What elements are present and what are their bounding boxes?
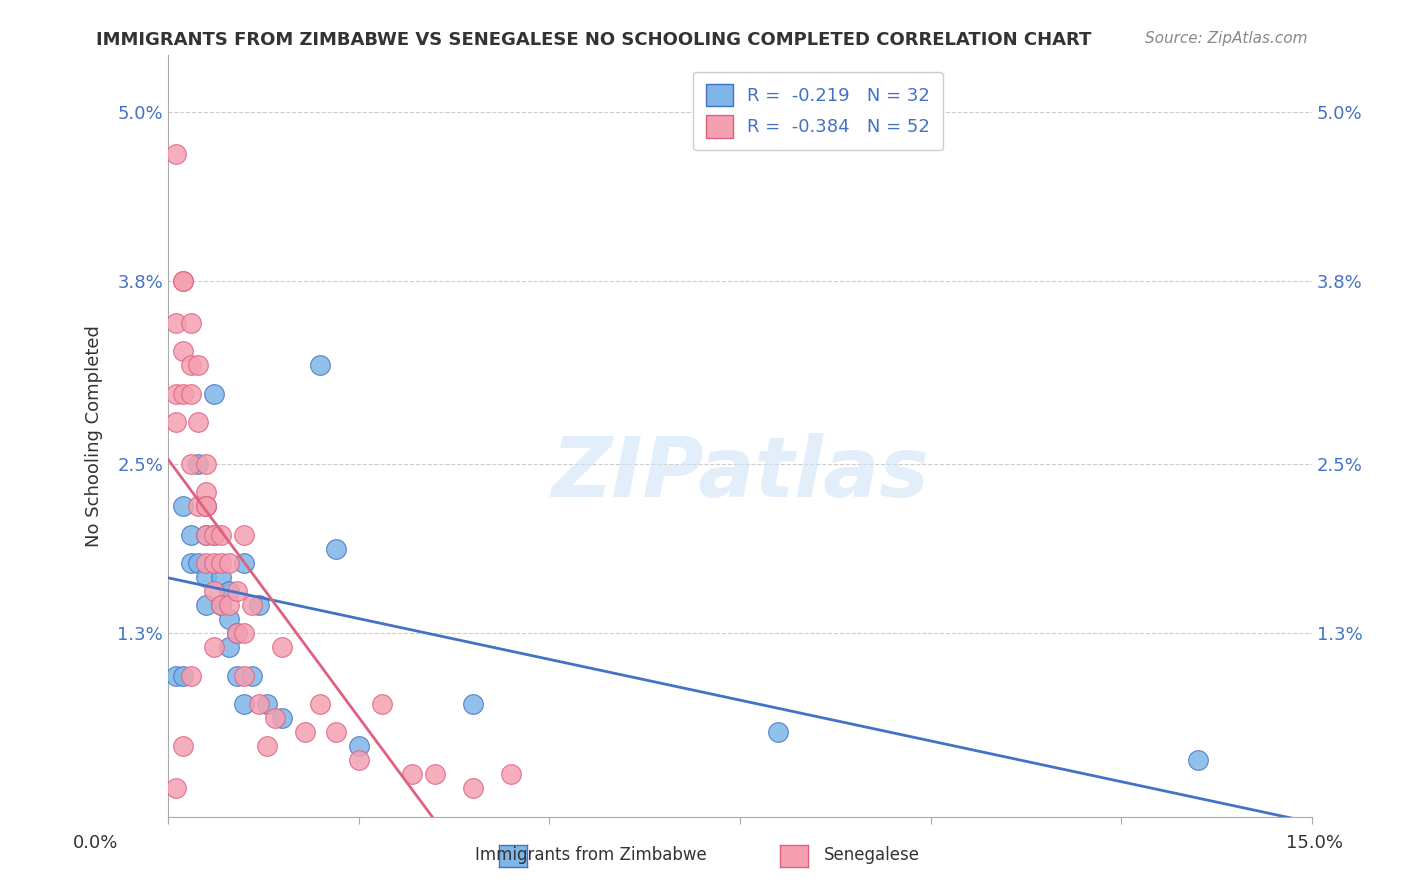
Point: [233, 668, 256, 682]
Point: [294, 725, 316, 739]
Point: [209, 527, 232, 541]
Point: [172, 500, 194, 514]
Point: [165, 146, 187, 161]
Point: [501, 767, 523, 781]
Point: [461, 781, 484, 796]
Point: [1187, 753, 1209, 767]
Point: [195, 527, 218, 541]
Point: [271, 640, 294, 655]
Point: [195, 556, 218, 570]
Point: [202, 640, 225, 655]
Point: [325, 725, 347, 739]
Point: [225, 626, 247, 640]
Text: Source: ZipAtlas.com: Source: ZipAtlas.com: [1144, 31, 1308, 46]
Point: [263, 711, 285, 725]
Point: [423, 767, 446, 781]
Point: [240, 668, 263, 682]
Point: [165, 386, 187, 401]
Point: [249, 697, 271, 711]
Point: [240, 598, 263, 612]
Point: [202, 583, 225, 598]
Point: [233, 626, 256, 640]
Point: [209, 598, 232, 612]
Point: [325, 541, 347, 556]
Point: [202, 527, 225, 541]
Point: [202, 386, 225, 401]
Point: [172, 668, 194, 682]
Point: [187, 556, 209, 570]
Point: [187, 500, 209, 514]
Point: [195, 598, 218, 612]
Point: [180, 556, 202, 570]
Point: [165, 668, 187, 682]
Point: [225, 583, 247, 598]
Text: 0.0%: 0.0%: [73, 834, 118, 852]
Point: [225, 626, 247, 640]
Point: [187, 457, 209, 471]
Point: [309, 697, 332, 711]
Point: [209, 598, 232, 612]
Point: [180, 316, 202, 330]
Point: [347, 739, 370, 753]
Point: [256, 739, 278, 753]
Point: [461, 697, 484, 711]
Point: [202, 527, 225, 541]
Point: [195, 527, 218, 541]
Point: [209, 570, 232, 584]
Text: Immigrants from Zimbabwe: Immigrants from Zimbabwe: [475, 846, 706, 863]
Point: [218, 640, 240, 655]
Text: Senegalese: Senegalese: [824, 846, 920, 863]
Point: [165, 415, 187, 429]
Point: [233, 527, 256, 541]
Point: [256, 697, 278, 711]
Point: [370, 697, 392, 711]
Point: [195, 457, 218, 471]
Point: [202, 556, 225, 570]
Point: [172, 274, 194, 288]
Point: [209, 556, 232, 570]
Point: [766, 725, 789, 739]
Point: [180, 359, 202, 373]
Point: [401, 767, 423, 781]
Point: [195, 500, 218, 514]
Point: [195, 500, 218, 514]
Point: [195, 570, 218, 584]
Text: 15.0%: 15.0%: [1286, 834, 1343, 852]
Text: IMMIGRANTS FROM ZIMBABWE VS SENEGALESE NO SCHOOLING COMPLETED CORRELATION CHART: IMMIGRANTS FROM ZIMBABWE VS SENEGALESE N…: [96, 31, 1091, 49]
Point: [309, 359, 332, 373]
Point: [187, 415, 209, 429]
Y-axis label: No Schooling Completed: No Schooling Completed: [86, 325, 103, 547]
Point: [172, 739, 194, 753]
Point: [165, 781, 187, 796]
Point: [249, 598, 271, 612]
Point: [347, 753, 370, 767]
Point: [233, 697, 256, 711]
Point: [195, 500, 218, 514]
Point: [180, 457, 202, 471]
Point: [172, 274, 194, 288]
Text: ZIPatlas: ZIPatlas: [551, 434, 929, 515]
Legend: R =  -0.219   N = 32, R =  -0.384   N = 52: R = -0.219 N = 32, R = -0.384 N = 52: [693, 71, 942, 150]
Point: [180, 527, 202, 541]
Point: [180, 386, 202, 401]
Point: [180, 668, 202, 682]
Point: [165, 316, 187, 330]
Point: [218, 583, 240, 598]
Point: [233, 556, 256, 570]
Point: [187, 359, 209, 373]
Point: [218, 612, 240, 626]
Point: [172, 344, 194, 359]
Point: [172, 386, 194, 401]
Point: [195, 485, 218, 500]
Point: [218, 598, 240, 612]
Point: [271, 711, 294, 725]
Point: [218, 556, 240, 570]
Point: [225, 668, 247, 682]
